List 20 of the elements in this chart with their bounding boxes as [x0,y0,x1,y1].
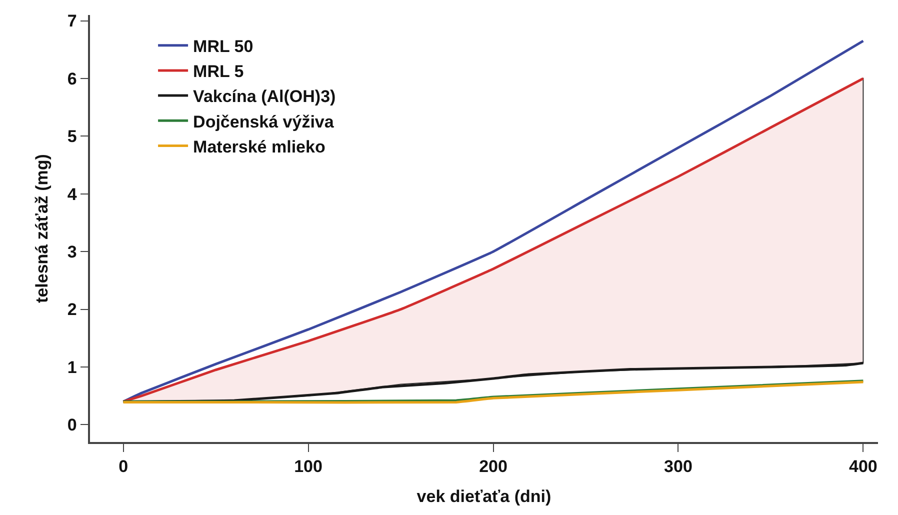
y-axis-title: telesná záťaž (mg) [32,154,52,303]
legend-label: Vakcína (Al(OH)3) [193,87,336,106]
y-tick-label: 5 [67,127,77,146]
x-tick-label: 200 [479,457,508,476]
y-tick-label: 2 [67,300,77,320]
y-tick-label: 1 [67,358,77,377]
x-tick-label: 300 [664,457,692,476]
x-tick-label: 400 [849,457,878,476]
y-tick-label: 0 [67,416,77,435]
legend-label: MRL 5 [193,62,244,82]
legend-label: Dojčenská výživa [193,112,334,132]
y-tick-label: 3 [67,242,77,262]
y-tick-label: 6 [67,69,77,88]
legend-label: MRL 50 [193,36,254,56]
x-tick-label: 0 [118,457,128,476]
legend-label: Materské mlieko [193,137,326,156]
x-tick-label: 100 [294,457,322,476]
y-tick-label: 4 [67,184,78,204]
y-tick-label: 7 [67,12,77,31]
x-axis-title: vek dieťaťa (dni) [416,487,552,506]
